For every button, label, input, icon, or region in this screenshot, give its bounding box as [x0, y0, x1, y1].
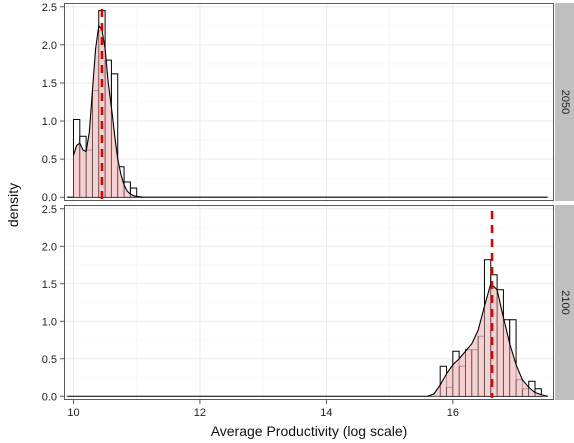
y-tick-label: 0.0: [42, 192, 57, 204]
density-area: [73, 25, 144, 198]
facet-strip-label: 2100: [559, 290, 571, 314]
facet-panel-2100: [64, 205, 554, 400]
panel-marks: [67, 9, 548, 199]
facet-panel-border: [64, 3, 554, 201]
panel-marks: [67, 211, 548, 398]
y-axis-top: 0.0 0.5 1.0 1.5 2.0 2.5: [42, 2, 64, 204]
y-tick-label: 2.0: [42, 40, 57, 52]
facet-strip-background: [555, 3, 574, 201]
facet-strip-label: 2050: [559, 90, 571, 114]
y-tick-label: 1.5: [42, 279, 57, 291]
x-tick-label: 10: [67, 407, 79, 419]
y-tick-label: 2.5: [42, 204, 57, 216]
panel-gridlines: [64, 3, 554, 201]
facet-strip-2050: 2050: [555, 3, 574, 201]
panel-gridlines: [64, 205, 554, 400]
y-tick-label: 1.0: [42, 116, 57, 128]
x-tick-label: 16: [447, 407, 459, 419]
x-tick-label: 12: [194, 407, 206, 419]
y-tick-label: 1.0: [42, 316, 57, 328]
x-axis-title: Average Productivity (log scale): [211, 423, 408, 439]
y-tick-label: 0.5: [42, 154, 57, 166]
density-curve: [72, 24, 144, 198]
x-axis: 10 12 14 16: [67, 400, 459, 419]
x-tick-label: 14: [320, 407, 332, 419]
facet-strip-2100: 2100: [555, 205, 574, 400]
y-tick-label: 2.0: [42, 241, 57, 253]
y-tick-label: 0.0: [42, 391, 57, 403]
facet-panel-2050: [64, 3, 554, 201]
y-axis-title: density: [5, 183, 21, 227]
y-tick-label: 1.5: [42, 78, 57, 90]
facet-strip-background: [555, 205, 574, 400]
density-curve: [427, 282, 548, 397]
density-area: [427, 283, 548, 397]
y-axis-bottom: 0.0 0.5 1.0 1.5 2.0 2.5: [42, 204, 64, 403]
facet-panel-border: [64, 205, 554, 400]
y-tick-label: 0.5: [42, 354, 57, 366]
y-tick-label: 2.5: [42, 2, 57, 14]
